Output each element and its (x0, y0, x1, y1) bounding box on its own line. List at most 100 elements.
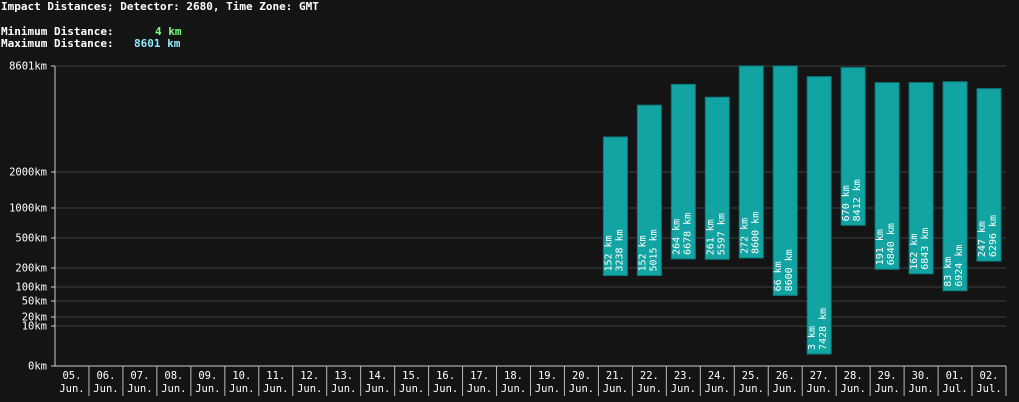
bar-min-label: 66 km (773, 261, 784, 291)
minimum-distance-value: 4 km (155, 25, 182, 38)
x-tick-label: Jun. (331, 383, 356, 395)
x-tick-label: 11. (266, 370, 285, 382)
bar-max-label: 8412 km (852, 179, 863, 221)
x-tick-label: 05. (62, 370, 81, 382)
maximum-distance-label: Maximum Distance: (1, 37, 114, 50)
x-tick-label: 20. (572, 370, 591, 382)
x-tick-label: 07. (130, 370, 149, 382)
x-tick-label: 15. (402, 370, 421, 382)
y-tick-label: 0km (28, 361, 47, 373)
x-tick-label: Jun. (467, 383, 492, 395)
bar (704, 96, 730, 260)
bar-min-label: 247 km (977, 221, 988, 257)
x-tick-label: 26. (776, 370, 795, 382)
x-tick-label: 02. (980, 370, 999, 382)
bar-max-label: 3238 km (614, 229, 625, 271)
x-tick-label: Jun. (841, 383, 866, 395)
x-tick-label: Jun. (569, 383, 594, 395)
x-tick-label: Jun. (399, 383, 424, 395)
minimum-distance-row: Minimum Distance: 4 km (1, 25, 182, 38)
x-tick-label: 17. (470, 370, 489, 382)
x-tick-label: Jun. (671, 383, 696, 395)
x-tick-label: 14. (368, 370, 387, 382)
chart-title: Impact Distances; Detector: 2680, Time Z… (1, 0, 319, 13)
minimum-distance-label: Minimum Distance: (1, 25, 114, 38)
x-tick-label: 25. (742, 370, 761, 382)
x-tick-label: Jun. (365, 383, 390, 395)
bar-min-label: 264 km (671, 219, 682, 255)
x-tick-label: Jun. (161, 383, 186, 395)
x-tick-label: Jun. (739, 383, 764, 395)
x-tick-label: 23. (674, 370, 693, 382)
x-tick-label: 12. (300, 370, 319, 382)
y-tick-label: 50km (22, 296, 47, 308)
bar-min-label: 152 km (603, 235, 614, 271)
bar-max-label: 7428 km (818, 308, 829, 350)
bar-min-label: 152 km (637, 235, 648, 271)
x-tick-label: 18. (504, 370, 523, 382)
bar-max-label: 6678 km (682, 213, 693, 255)
x-tick-label: Jun. (637, 383, 662, 395)
x-tick-label: 10. (232, 370, 251, 382)
x-tick-label: Jun. (501, 383, 526, 395)
x-tick-label: 01. (946, 370, 965, 382)
y-tick-label: 8601km (9, 61, 47, 73)
x-tick-label: Jun. (705, 383, 730, 395)
bar (738, 65, 764, 259)
x-tick-label: 29. (878, 370, 897, 382)
bar-min-label: 162 km (909, 234, 920, 270)
x-tick-label: 28. (844, 370, 863, 382)
bar (772, 65, 798, 296)
x-tick-label: 22. (640, 370, 659, 382)
maximum-distance-row: Maximum Distance: 8601 km (1, 37, 180, 50)
x-tick-label: Jun. (433, 383, 458, 395)
x-tick-label: Jun. (93, 383, 118, 395)
x-tick-label: 27. (810, 370, 829, 382)
x-tick-label: Jun. (263, 383, 288, 395)
bar (976, 88, 1002, 262)
bar (942, 81, 968, 292)
bar-max-label: 5015 km (648, 229, 659, 271)
x-tick-label: 21. (606, 370, 625, 382)
bar (670, 83, 696, 260)
bar (806, 76, 832, 355)
x-tick-label: 06. (96, 370, 115, 382)
x-tick-label: Jun. (908, 383, 933, 395)
x-tick-label: 30. (912, 370, 931, 382)
x-tick-label: Jun. (127, 383, 152, 395)
bar-min-label: 191 km (875, 229, 886, 265)
y-tick-label: 100km (15, 282, 47, 294)
bar-max-label: 5597 km (716, 213, 727, 255)
x-tick-label: Jun. (874, 383, 899, 395)
bar-max-label: 8600 km (784, 249, 795, 291)
x-tick-label: 13. (334, 370, 353, 382)
y-tick-label: 500km (15, 233, 47, 245)
x-tick-label: 08. (164, 370, 183, 382)
y-tick-label: 200km (15, 263, 47, 275)
bar (636, 104, 662, 277)
bar-max-label: 8600 km (750, 212, 761, 254)
bar-max-label: 6924 km (954, 245, 965, 287)
x-tick-label: 09. (198, 370, 217, 382)
bar (840, 67, 866, 226)
x-tick-label: Jul. (942, 383, 967, 395)
bar (874, 82, 900, 270)
x-tick-label: Jun. (297, 383, 322, 395)
x-tick-label: Jun. (807, 383, 832, 395)
x-tick-label: Jun. (535, 383, 560, 395)
y-tick-label: 1000km (9, 203, 47, 215)
x-tick-label: Jun. (229, 383, 254, 395)
x-tick-label: Jul. (976, 383, 1001, 395)
x-tick-label: Jun. (603, 383, 628, 395)
x-tick-label: 19. (538, 370, 557, 382)
y-tick-label: 10km (22, 321, 47, 333)
x-tick-label: Jun. (195, 383, 220, 395)
bar-min-label: 272 km (739, 218, 750, 254)
bar-min-label: 670 km (841, 185, 852, 221)
x-tick-label: Jun. (773, 383, 798, 395)
bar-max-label: 6840 km (886, 223, 897, 265)
x-tick-label: 24. (708, 370, 727, 382)
x-tick-label: 16. (436, 370, 455, 382)
y-tick-label: 2000km (9, 167, 47, 179)
bar-min-label: 83 km (943, 257, 954, 287)
